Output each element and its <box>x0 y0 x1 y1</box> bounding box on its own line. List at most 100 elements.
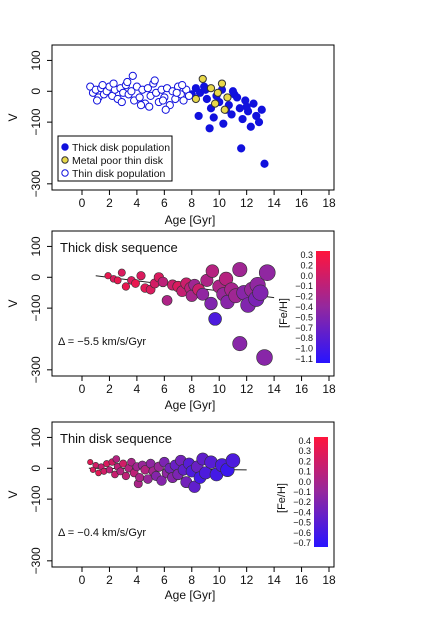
colorbar-label: [Fe/H] <box>278 298 290 328</box>
thin-disk-point <box>136 101 146 110</box>
metal-poor-point <box>213 88 222 97</box>
thin-disk-point <box>161 105 170 114</box>
data-point <box>87 459 94 466</box>
data-point <box>252 284 269 301</box>
thick-disk-point <box>237 144 246 153</box>
y-tick-label: 100 <box>29 50 43 70</box>
y-tick-label: 100 <box>29 236 43 256</box>
x-tick-label: 4 <box>134 573 141 587</box>
colorbar-tick-label: −0.1 <box>295 281 313 291</box>
colorbar-tick-label: 0.2 <box>298 456 311 466</box>
thin-disk-point <box>98 81 107 90</box>
data-point <box>232 336 248 352</box>
x-tick-label: 14 <box>267 196 281 210</box>
colorbar-tick-label: −0.8 <box>295 333 313 343</box>
y-tick-label: −100 <box>29 108 43 135</box>
y-axis-label: V <box>6 113 20 121</box>
panel-title: Thick disk sequence <box>60 240 178 255</box>
x-tick-label: 4 <box>134 196 141 210</box>
x-axis-label: Age [Gyr] <box>165 213 216 227</box>
x-tick-label: 0 <box>79 382 86 396</box>
x-tick-label: 16 <box>295 573 309 587</box>
thin-disk-point <box>92 96 102 105</box>
data-point <box>89 466 97 473</box>
x-tick-label: 14 <box>267 382 281 396</box>
metal-poor-point <box>217 79 227 88</box>
metal-poor-point <box>211 99 220 108</box>
colorbar-tick-label: −0.7 <box>295 323 313 333</box>
x-tick-label: 12 <box>240 196 254 210</box>
x-tick-label: 14 <box>267 573 281 587</box>
x-tick-label: 8 <box>188 573 195 587</box>
data-point <box>256 349 273 366</box>
x-tick-label: 18 <box>322 382 336 396</box>
colorbar-label: [Fe/H] <box>276 483 288 513</box>
legend-marker <box>61 156 69 164</box>
thick-disk-point <box>260 159 269 168</box>
colorbar-tick-label: 0.2 <box>300 260 313 270</box>
data-point <box>92 461 99 469</box>
colorbar-tick-label: −1.1 <box>295 354 313 364</box>
colorbar-tick-label: 0.0 <box>300 271 313 281</box>
plot-frame <box>51 230 335 377</box>
legend-label: Thick disk population <box>72 142 170 154</box>
scatter-points <box>86 71 269 168</box>
thin-disk-point <box>109 79 118 88</box>
thin-disk-point <box>145 102 154 111</box>
colorbar-tick-label: −0.5 <box>293 518 311 528</box>
thick-disk-point <box>228 87 238 96</box>
y-tick-label: −100 <box>29 485 43 512</box>
thick-disk-point <box>249 99 258 108</box>
y-tick-label: 100 <box>29 427 43 447</box>
colorbar-tick-label: −0.4 <box>295 302 313 312</box>
thick-disk-point <box>232 93 242 102</box>
data-point <box>204 296 218 311</box>
x-tick-label: 16 <box>295 196 309 210</box>
data-point <box>121 282 131 291</box>
metal-poor-point <box>191 94 200 104</box>
thin-disk-point <box>135 93 144 102</box>
slope-annotation: Δ = −0.4 km/s/Gyr <box>58 527 146 539</box>
metal-poor-point <box>206 84 216 93</box>
data-point <box>161 295 173 306</box>
x-tick-label: 8 <box>188 196 195 210</box>
x-tick-label: 10 <box>213 382 227 396</box>
y-tick-label: −100 <box>29 294 43 321</box>
data-point <box>258 264 276 281</box>
data-point <box>119 459 128 468</box>
data-point <box>117 268 126 277</box>
metal-poor-point <box>223 93 232 102</box>
legend-label: Thin disk population <box>72 168 166 180</box>
colorbar-tick-label: −0.6 <box>293 528 311 538</box>
data-point <box>121 471 131 481</box>
data-point <box>205 264 220 278</box>
y-tick-label: −300 <box>29 170 43 197</box>
x-tick-label: 12 <box>240 382 254 396</box>
thin-disk-point <box>117 97 126 107</box>
y-tick-label: −300 <box>29 356 43 383</box>
legend-marker <box>61 143 69 151</box>
plot-frame <box>51 44 335 191</box>
scatter-points <box>104 262 276 366</box>
thick-disk-point <box>205 124 214 133</box>
thick-disk-point <box>235 104 244 113</box>
thin-disk-point <box>178 81 187 90</box>
x-tick-label: 16 <box>295 382 309 396</box>
y-tick-label: 0 <box>29 465 43 472</box>
colorbar-tick-label: 0.4 <box>298 436 311 446</box>
colorbar-tick-label: −0.5 <box>295 312 313 322</box>
colorbar-tick-label: 0.1 <box>298 467 311 477</box>
x-tick-label: 4 <box>134 382 141 396</box>
thick-disk-point <box>194 111 203 121</box>
y-tick-label: −300 <box>29 547 43 574</box>
data-point <box>196 287 210 301</box>
data-point <box>232 262 248 278</box>
colorbar-tick-label: −1.0 <box>295 344 313 354</box>
x-axis-label: Age [Gyr] <box>165 398 216 412</box>
x-tick-label: 10 <box>213 573 227 587</box>
thick-disk-point <box>227 110 236 119</box>
thin-disk-point <box>143 84 152 93</box>
data-point <box>188 480 201 493</box>
x-tick-label: 6 <box>161 382 168 396</box>
